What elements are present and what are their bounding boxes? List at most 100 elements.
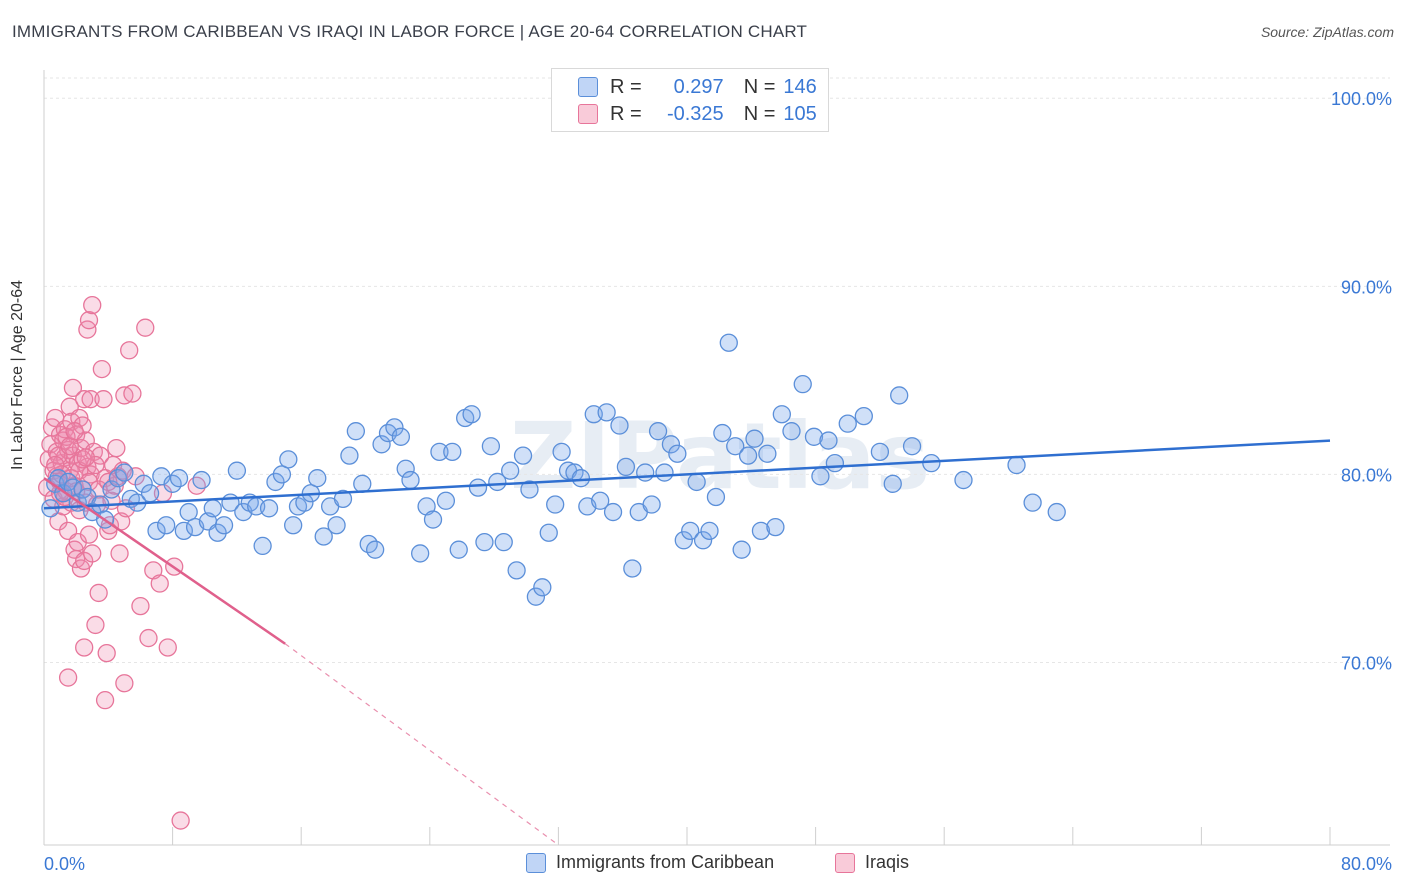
iraqi-point: [76, 448, 95, 467]
caribbean-point: [954, 470, 973, 490]
iraqi-point: [139, 628, 158, 648]
iraqi-point: [63, 378, 83, 398]
caribbean-point: [494, 532, 513, 552]
iraqi-point: [171, 811, 190, 830]
caribbean-point: [333, 489, 353, 509]
source-label: Source: ZipAtlas.com: [1260, 24, 1394, 40]
iraqi-point: [136, 318, 155, 337]
caribbean-point: [272, 465, 292, 484]
caribbean-point: [203, 499, 222, 518]
caribbean-point: [449, 540, 468, 559]
caribbean-point: [443, 442, 462, 462]
caribbean-point: [346, 422, 366, 441]
iraqi-point: [95, 691, 115, 710]
caribbean-point: [468, 478, 488, 497]
iraqi-point: [115, 674, 134, 693]
caribbean-point: [533, 578, 552, 597]
caribbean-point: [883, 474, 902, 493]
caribbean-point: [546, 495, 565, 514]
caribbean-point: [520, 480, 539, 499]
caribbean-point: [713, 423, 732, 443]
iraqi-point: [79, 525, 99, 544]
iraqi-point: [79, 472, 99, 492]
legend-r-label: R =: [610, 75, 642, 98]
caribbean-point: [571, 469, 591, 488]
iraqi-point: [78, 320, 97, 339]
caribbean-point: [279, 450, 298, 469]
caribbean-point: [102, 480, 121, 499]
caribbean-point: [488, 472, 507, 492]
caribbean-point: [147, 521, 166, 541]
caribbean-point: [475, 532, 494, 552]
legend-item-caribbean[interactable]: Immigrants from Caribbean: [526, 852, 774, 873]
caribbean-point: [58, 472, 78, 492]
caribbean-point: [327, 516, 346, 535]
iraqi-point: [83, 295, 102, 315]
caribbean-point: [134, 474, 153, 493]
legend-item-iraqis[interactable]: Iraqis: [835, 852, 909, 873]
iraqi-trend-line: [43, 477, 286, 645]
legend-row-caribbean: R = 0.297 N = 146: [578, 74, 817, 100]
caribbean-point: [539, 523, 558, 542]
caribbean-point: [308, 469, 327, 488]
caribbean-point: [766, 517, 785, 537]
watermark: ZIPatlas: [510, 403, 930, 510]
caribbean-point: [636, 463, 655, 482]
caribbean-point: [140, 484, 160, 503]
caribbean-point: [642, 495, 661, 514]
caribbean-point: [372, 435, 391, 454]
caribbean-point: [751, 521, 771, 541]
caribbean-point: [610, 416, 629, 435]
caribbean-point: [227, 461, 247, 480]
iraqi-point: [150, 574, 169, 593]
caribbean-point: [259, 499, 279, 518]
caribbean-point: [591, 491, 610, 510]
caribbean-point: [804, 427, 824, 446]
caribbean-point: [772, 405, 791, 424]
caribbean-point: [706, 487, 726, 507]
caribbean-point: [174, 521, 194, 541]
caribbean-point: [838, 414, 857, 433]
y-tick-label: 90.0%: [1341, 277, 1392, 297]
iraqi-point: [89, 583, 108, 603]
legend-r-value: 0.297: [673, 75, 724, 98]
caribbean-point: [462, 405, 481, 424]
iraqi-point: [86, 615, 105, 635]
legend-n-label: N =: [743, 75, 776, 98]
y-tick-label: 70.0%: [1341, 654, 1392, 674]
caribbean-point: [687, 472, 706, 492]
caribbean-point: [616, 457, 636, 477]
iraqi-trend-extension: [284, 643, 559, 846]
legend-swatch-pink: [578, 104, 598, 124]
chart-title: IMMIGRANTS FROM CARIBBEAN VS IRAQI IN LA…: [12, 22, 808, 41]
iraqi-point: [158, 638, 177, 657]
caribbean-point: [353, 474, 372, 493]
y-axis-label: In Labor Force | Age 20-64: [9, 279, 26, 470]
caribbean-point: [481, 437, 501, 456]
x-tick-label: 80.0%: [1341, 854, 1392, 874]
legend-n-value: 146: [783, 75, 817, 98]
caribbean-point: [726, 437, 745, 456]
legend-label-caribbean: Immigrants from Caribbean: [556, 852, 775, 872]
iraqi-point: [187, 476, 206, 495]
caribbean-trend-line: [43, 439, 1331, 510]
iraqi-point: [92, 359, 112, 379]
iraqi-point: [91, 446, 110, 465]
caribbean-point: [854, 406, 873, 426]
caribbean-point: [668, 444, 687, 463]
iraqi-point: [75, 638, 94, 657]
caribbean-point: [266, 472, 285, 492]
legend-n-label: N =: [743, 102, 776, 125]
caribbean-point: [314, 527, 333, 546]
legend-n-value: 105: [783, 102, 817, 125]
iraqi-point: [81, 465, 100, 484]
legend-r-value: -0.325: [666, 102, 724, 125]
correlation-legend: R = 0.297 N = 146 R = -0.325 N = 105: [551, 68, 829, 132]
legend-r-label: R =: [610, 102, 642, 125]
caribbean-point: [284, 516, 303, 535]
y-tick-label: 100.0%: [1331, 89, 1392, 109]
iraqi-point: [83, 544, 102, 563]
iraqi-point: [120, 341, 139, 360]
iraqi-point: [107, 438, 126, 458]
caribbean-point: [793, 374, 812, 394]
